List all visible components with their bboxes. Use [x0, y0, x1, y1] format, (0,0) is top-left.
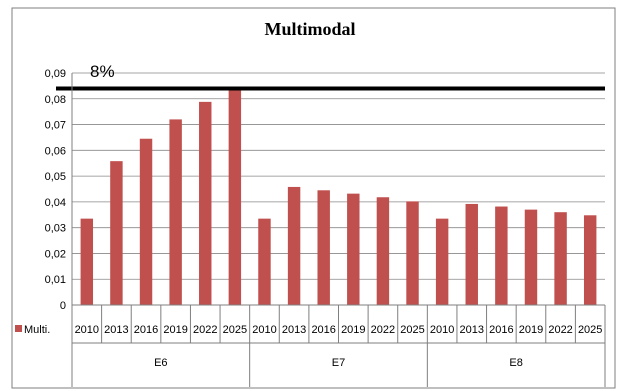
bar	[229, 88, 241, 305]
bar	[525, 210, 537, 305]
x-tick-label: 2016	[134, 324, 158, 336]
y-tick-label: 0,09	[45, 68, 66, 80]
x-tick-label: 2013	[104, 324, 128, 336]
reference-line-label: 8%	[90, 62, 115, 81]
x-tick-label: 2022	[193, 324, 217, 336]
x-tick-label: 2019	[163, 324, 187, 336]
y-tick-label: 0,03	[45, 223, 66, 235]
bar	[169, 119, 181, 305]
group-label: E7	[332, 357, 345, 369]
bar	[377, 197, 389, 305]
bar	[495, 207, 507, 305]
y-tick-label: 0,06	[45, 145, 66, 157]
group-label: E6	[154, 357, 167, 369]
legend-swatch	[15, 325, 22, 332]
x-tick-label: 2016	[311, 324, 335, 336]
bar	[406, 201, 418, 305]
x-tick-label: 2025	[578, 324, 602, 336]
x-tick-label: 2019	[519, 324, 543, 336]
bar	[584, 215, 596, 305]
bar	[110, 161, 122, 305]
x-tick-label: 2013	[460, 324, 484, 336]
bar	[436, 219, 448, 305]
x-tick-label: 2019	[341, 324, 365, 336]
bar	[317, 190, 329, 305]
x-tick-label: 2010	[252, 324, 276, 336]
chart-title: Multimodal	[264, 19, 355, 39]
y-tick-label: 0,02	[45, 248, 66, 260]
x-tick-label: 2013	[282, 324, 306, 336]
y-tick-label: 0,01	[45, 274, 66, 286]
y-tick-label: 0,05	[45, 171, 66, 183]
bar	[288, 187, 300, 305]
x-tick-label: 2025	[400, 324, 424, 336]
y-tick-label: 0	[60, 300, 66, 312]
x-tick-label: 2016	[489, 324, 513, 336]
x-tick-label: 2022	[548, 324, 572, 336]
bar	[81, 219, 93, 305]
y-tick-label: 0,08	[45, 94, 66, 106]
legend-label: Multi.	[24, 324, 50, 336]
bar	[258, 219, 270, 305]
x-tick-label: 2022	[371, 324, 395, 336]
y-tick-label: 0,07	[45, 120, 66, 132]
bar	[347, 194, 359, 305]
bar	[554, 212, 566, 305]
bar	[466, 204, 478, 305]
x-tick-label: 2010	[75, 324, 99, 336]
bar	[199, 102, 211, 305]
group-label: E8	[509, 357, 522, 369]
y-tick-label: 0,04	[45, 197, 66, 209]
bar	[140, 139, 152, 305]
x-tick-label: 2010	[430, 324, 454, 336]
x-tick-label: 2025	[223, 324, 247, 336]
